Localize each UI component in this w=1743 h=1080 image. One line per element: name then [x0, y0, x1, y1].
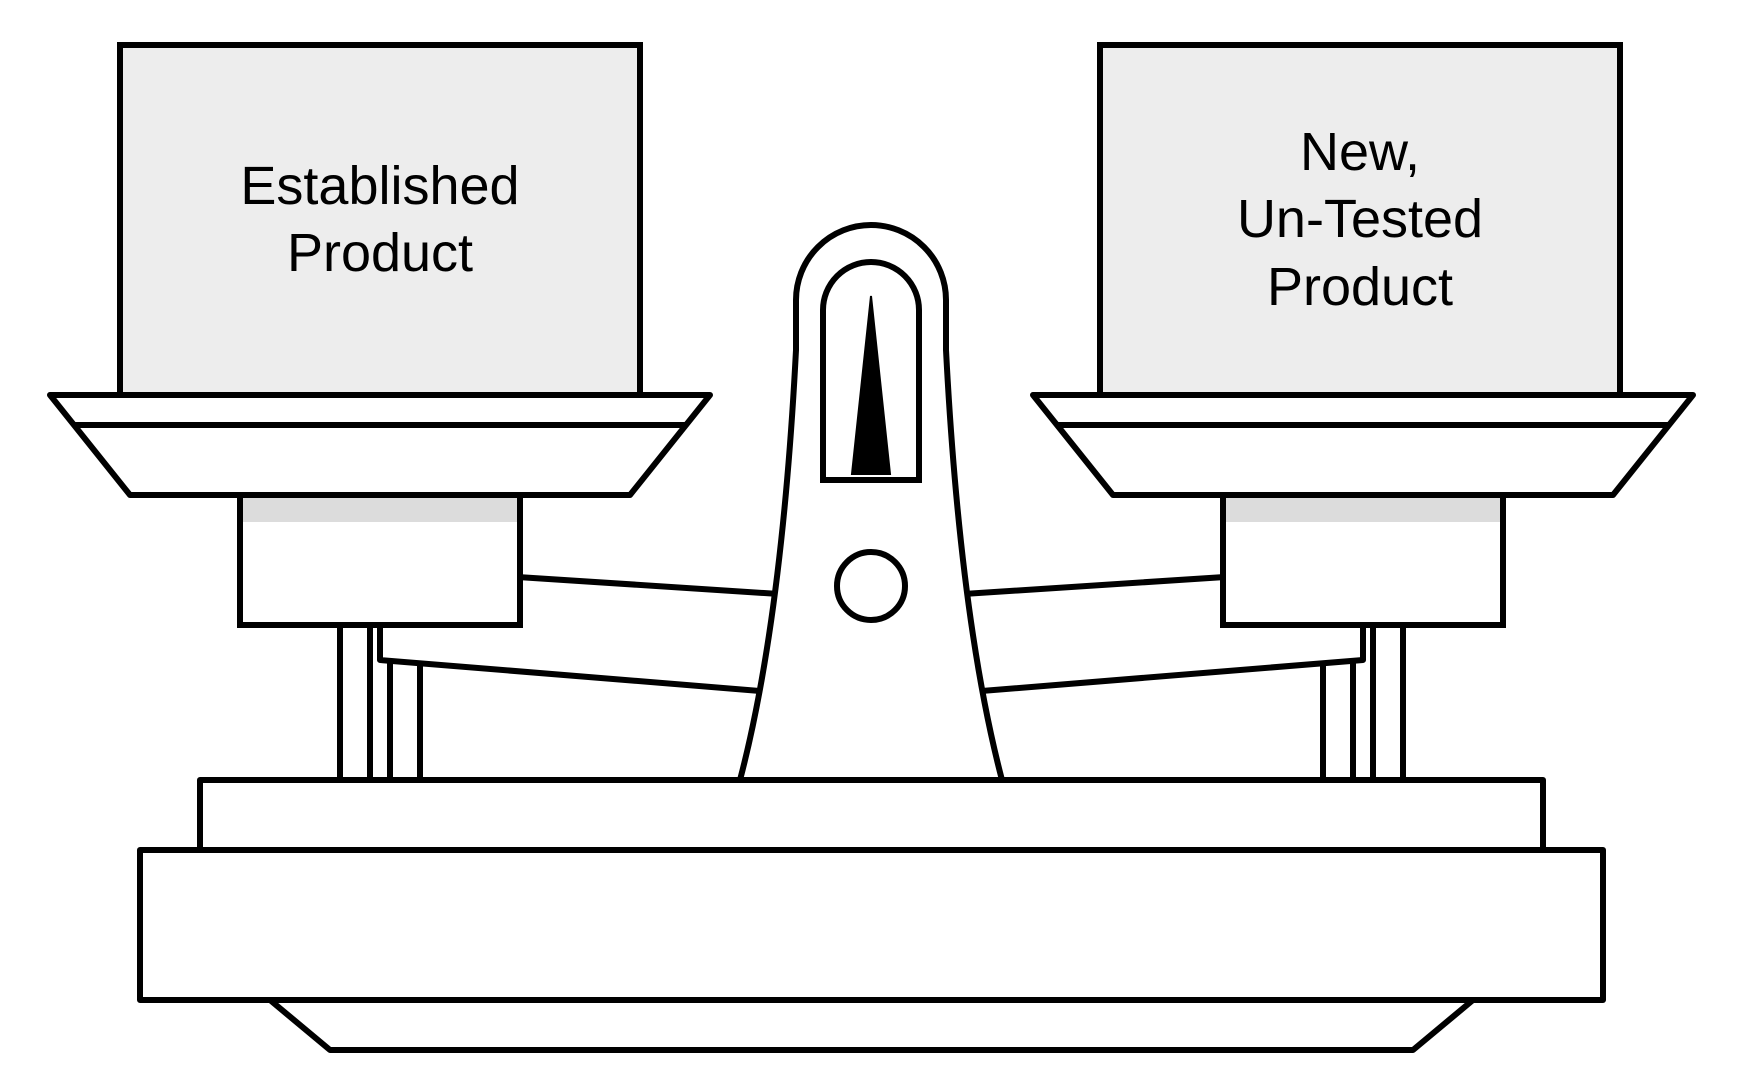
left-pan	[50, 395, 710, 495]
left-box-label: Established Product	[120, 45, 640, 395]
scale-base	[140, 780, 1603, 1050]
balance-scale-diagram: Established Product New, Un-Tested Produ…	[0, 0, 1743, 1080]
pivot-icon	[837, 552, 905, 620]
right-box-label: New, Un-Tested Product	[1100, 45, 1620, 395]
right-pan	[1033, 395, 1693, 495]
center-column	[740, 225, 1002, 780]
